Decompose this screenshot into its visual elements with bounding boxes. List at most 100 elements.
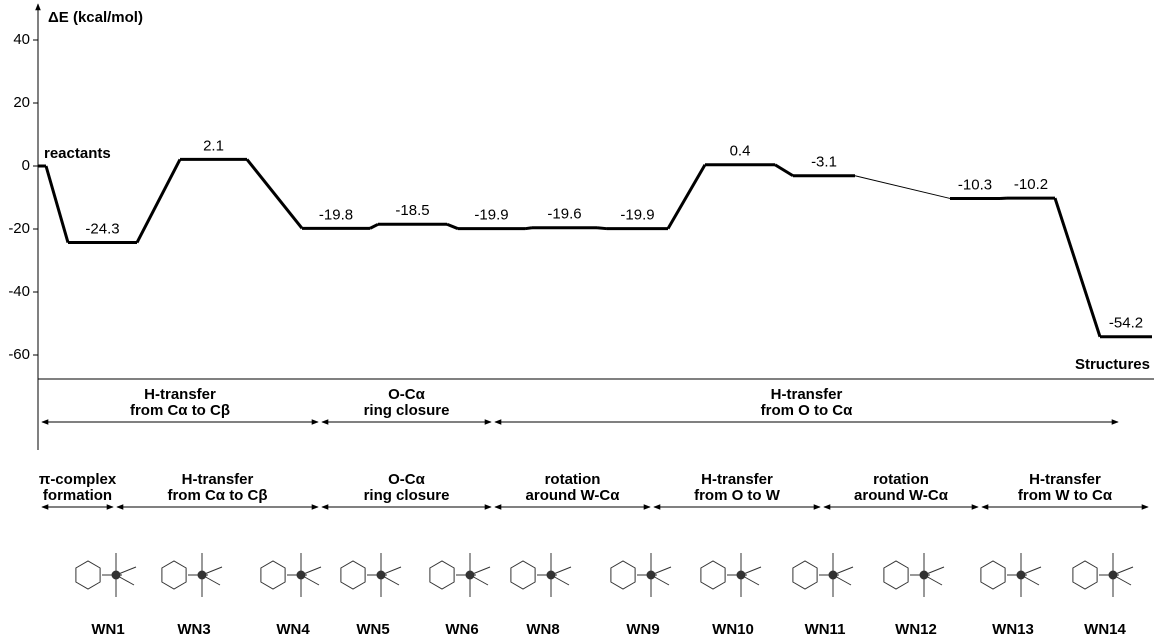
range-label: from Cα to Cβ <box>130 402 230 419</box>
y-tick-label: -60 <box>8 346 30 363</box>
value-label: -19.9 <box>474 207 508 224</box>
connector <box>1055 198 1100 337</box>
molecule-sketch <box>981 553 1041 597</box>
molecule-sketch <box>793 553 853 597</box>
value-label: 2.1 <box>203 137 224 154</box>
value-label: -19.8 <box>319 206 353 223</box>
ring <box>430 561 454 589</box>
molecule-sketch <box>341 553 401 597</box>
metal-atom <box>737 571 745 579</box>
metal-atom <box>198 571 206 579</box>
structure-label: WN4 <box>276 621 310 638</box>
metal-atom <box>920 571 928 579</box>
value-label: -3.1 <box>811 154 837 171</box>
value-label: -10.3 <box>958 176 992 193</box>
range-label: H-transfer <box>1029 471 1101 488</box>
structure-label: WN13 <box>992 621 1034 638</box>
range-label: ring closure <box>364 402 450 419</box>
connector <box>525 228 532 229</box>
molecule-sketch <box>261 553 321 597</box>
x-axis-label: Structures <box>1075 356 1150 373</box>
metal-atom <box>1109 571 1117 579</box>
chart: ΔE (kcal/mol) Structures -60 -40 -20 0 20 40 r… <box>0 0 1154 639</box>
range-label: rotation <box>873 471 929 488</box>
value-label: -54.2 <box>1109 315 1143 332</box>
connector <box>668 165 705 229</box>
ring <box>981 561 1005 589</box>
range-label: formation <box>43 487 112 504</box>
ring <box>793 561 817 589</box>
range-label: rotation <box>545 471 601 488</box>
range-label: π-complex <box>39 471 117 488</box>
y-axis-label: ΔE (kcal/mol) <box>48 9 143 26</box>
range-label: H-transfer <box>144 386 216 403</box>
connector <box>597 228 607 229</box>
level-label: reactants <box>44 145 111 162</box>
ring <box>261 561 285 589</box>
range-label: from Cα to Cβ <box>167 487 267 504</box>
structure-label: WN9 <box>626 621 659 638</box>
range-label: H-transfer <box>771 386 843 403</box>
y-tick-label: 0 <box>22 157 30 174</box>
range-label: from O to Cα <box>761 402 853 419</box>
value-label: -18.5 <box>395 202 429 219</box>
y-tick-label: -40 <box>8 283 30 300</box>
value-label: -24.3 <box>85 221 119 238</box>
range-label: O-Cα <box>388 471 425 488</box>
structure-label: WN12 <box>895 621 937 638</box>
value-label: -19.9 <box>620 207 654 224</box>
molecule-sketch <box>884 553 944 597</box>
range-label: from W to Cα <box>1018 487 1113 504</box>
molecule-sketch <box>611 553 671 597</box>
ring <box>1073 561 1097 589</box>
molecule-sketch <box>1073 553 1133 597</box>
value-label: -10.2 <box>1014 176 1048 193</box>
value-label: 0.4 <box>730 143 751 160</box>
y-tick-label: 20 <box>13 94 30 111</box>
connector <box>247 159 302 228</box>
range-label: around W-Cα <box>854 487 949 504</box>
ring <box>341 561 365 589</box>
structure-label: WN10 <box>712 621 754 638</box>
range-label: H-transfer <box>701 471 773 488</box>
metal-atom <box>297 571 305 579</box>
range-label: from O to W <box>694 487 781 504</box>
structure-label: WN8 <box>526 621 559 638</box>
y-tick-label: -20 <box>8 220 30 237</box>
metal-atom <box>547 571 555 579</box>
connector <box>775 165 793 176</box>
structure-label: WN3 <box>177 621 210 638</box>
metal-atom <box>466 571 474 579</box>
ring <box>701 561 725 589</box>
range-label: around W-Cα <box>526 487 621 504</box>
range-label: ring closure <box>364 487 450 504</box>
molecule-sketch <box>511 553 571 597</box>
structure-label: WN6 <box>445 621 478 638</box>
ring <box>511 561 535 589</box>
connector <box>370 224 378 228</box>
range-label: O-Cα <box>388 386 425 403</box>
metal-atom <box>377 571 385 579</box>
structure-label: WN5 <box>356 621 389 638</box>
metal-atom <box>1017 571 1025 579</box>
connector <box>855 176 950 199</box>
connector <box>137 159 180 242</box>
structure-label: WN1 <box>91 621 124 638</box>
metal-atom <box>647 571 655 579</box>
structure-label: WN11 <box>805 621 846 638</box>
metal-atom <box>829 571 837 579</box>
ring <box>162 561 186 589</box>
connector <box>46 166 68 243</box>
y-tick-label: 40 <box>13 31 30 48</box>
molecule-sketch <box>76 553 136 597</box>
range-label: H-transfer <box>182 471 254 488</box>
value-label: -19.6 <box>547 206 581 223</box>
structure-label: WN14 <box>1084 621 1126 638</box>
molecule-sketch <box>162 553 222 597</box>
metal-atom <box>112 571 120 579</box>
ring <box>611 561 635 589</box>
molecule-sketch <box>430 553 490 597</box>
molecule-sketch <box>701 553 761 597</box>
connector <box>447 224 458 228</box>
ring <box>884 561 908 589</box>
